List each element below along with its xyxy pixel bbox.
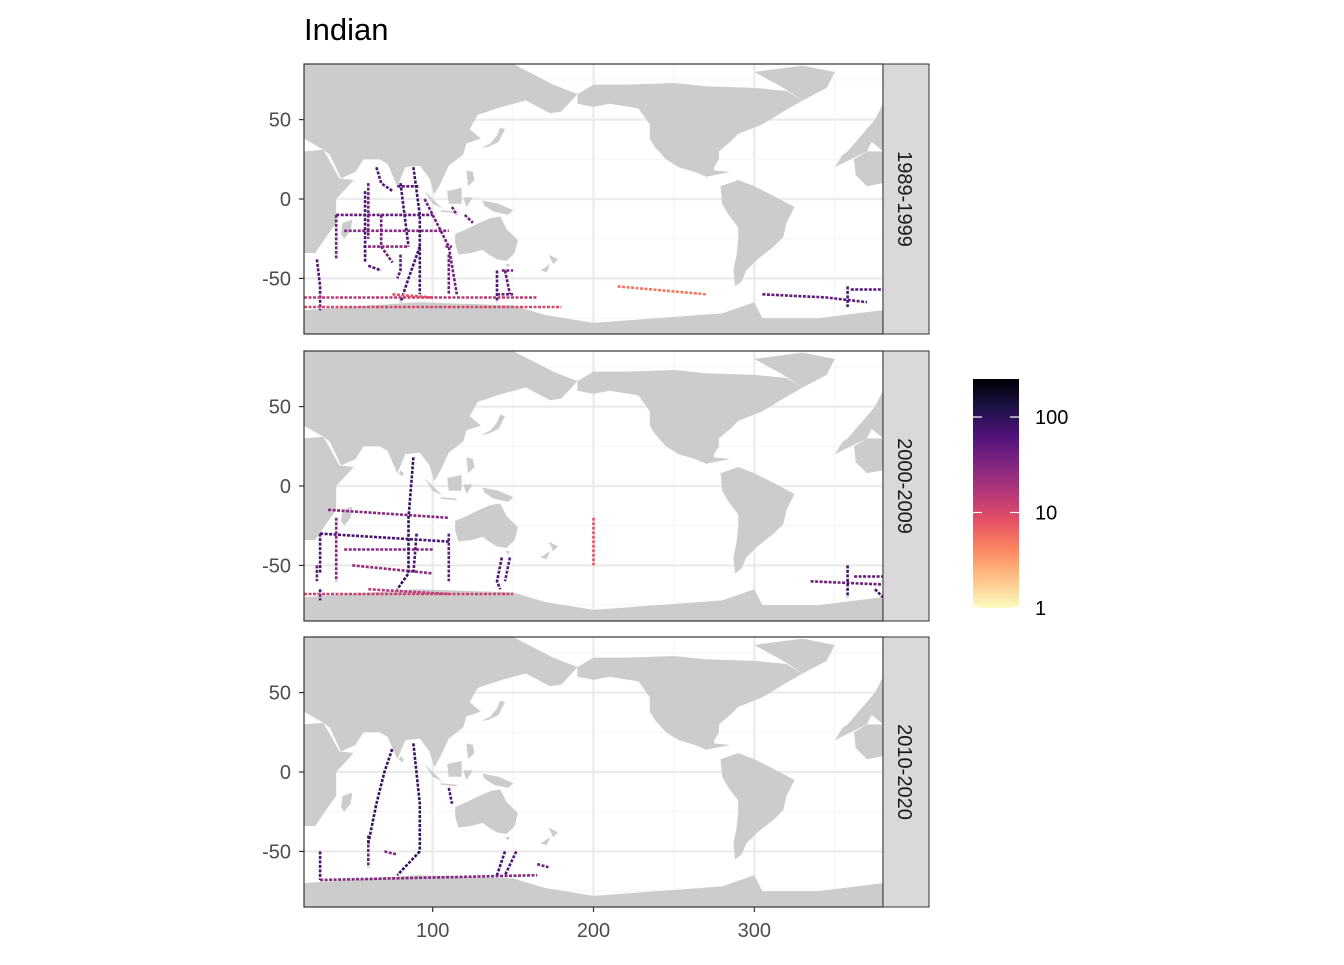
y-tick-label: -50 <box>262 841 291 863</box>
y-tick-label: 0 <box>280 189 291 211</box>
track-cell <box>315 259 322 287</box>
track-cell <box>503 557 512 582</box>
track-cell <box>412 167 422 295</box>
y-tick-label: 0 <box>280 762 291 784</box>
legend-tick-label: 1 <box>1035 598 1046 620</box>
track-cell <box>375 166 394 193</box>
track-cell <box>412 533 418 574</box>
track-cell <box>367 264 382 272</box>
x-tick-label: 200 <box>577 920 610 942</box>
chart-title: Indian <box>304 12 388 47</box>
panel-2010-2020 <box>303 636 884 908</box>
y-tick-label: 50 <box>269 397 291 419</box>
x-tick-label: 100 <box>416 920 449 942</box>
track-cell <box>463 213 474 224</box>
track-cell <box>762 293 868 304</box>
strip-1989-1999 <box>882 63 930 335</box>
strip-label-1989-1999: 1989-1999 <box>893 151 915 247</box>
track-cell <box>810 580 883 586</box>
track-cell <box>617 285 707 296</box>
track-cell <box>384 850 398 856</box>
observation-tracks <box>318 743 549 882</box>
track-cell <box>396 850 421 877</box>
track-cell <box>396 457 415 590</box>
track-cell <box>423 198 459 295</box>
track-cell <box>399 182 410 247</box>
track-cell <box>495 557 504 590</box>
y-tick-label: 50 <box>269 683 291 705</box>
y-tick-label: -50 <box>262 268 291 290</box>
x-tick-label: 300 <box>738 920 771 942</box>
y-tick-label: -50 <box>262 555 291 577</box>
legend-tick-label: 10 <box>1035 503 1057 525</box>
track-cell <box>495 850 507 876</box>
strip-2000-2009 <box>882 350 930 622</box>
facet-strips: 1989-1999 2000-2009 2010-2020 <box>882 63 930 908</box>
strip-2010-2020 <box>882 636 930 908</box>
y-tick-label: 0 <box>280 476 291 498</box>
track-cell <box>320 532 449 543</box>
track-cell <box>412 743 422 852</box>
colorbar <box>973 379 1019 608</box>
track-cell <box>450 206 458 216</box>
panel-1989-1999 <box>303 63 884 335</box>
track-cell <box>328 508 449 520</box>
track-cell <box>396 254 402 279</box>
track-cell <box>447 787 454 805</box>
track-cell <box>536 862 549 869</box>
legend-tick-label: 100 <box>1035 407 1068 429</box>
observation-tracks <box>304 457 883 601</box>
track-cell <box>320 873 538 882</box>
track-cell <box>392 293 433 299</box>
color-legend: 100 10 1 <box>973 379 1068 620</box>
track-cell <box>379 214 394 264</box>
strip-label-2010-2020: 2010-2020 <box>893 724 915 820</box>
observation-tracks <box>304 166 883 311</box>
axes: 50 0 -50 50 0 -50 50 0 -50 100 200 300 <box>262 110 771 942</box>
strip-label-2000-2009: 2000-2009 <box>893 438 915 534</box>
panel-2000-2009 <box>303 350 884 622</box>
track-cell <box>367 747 394 844</box>
track-cell <box>503 270 512 295</box>
track-cell <box>874 588 883 599</box>
y-tick-label: 50 <box>269 110 291 132</box>
